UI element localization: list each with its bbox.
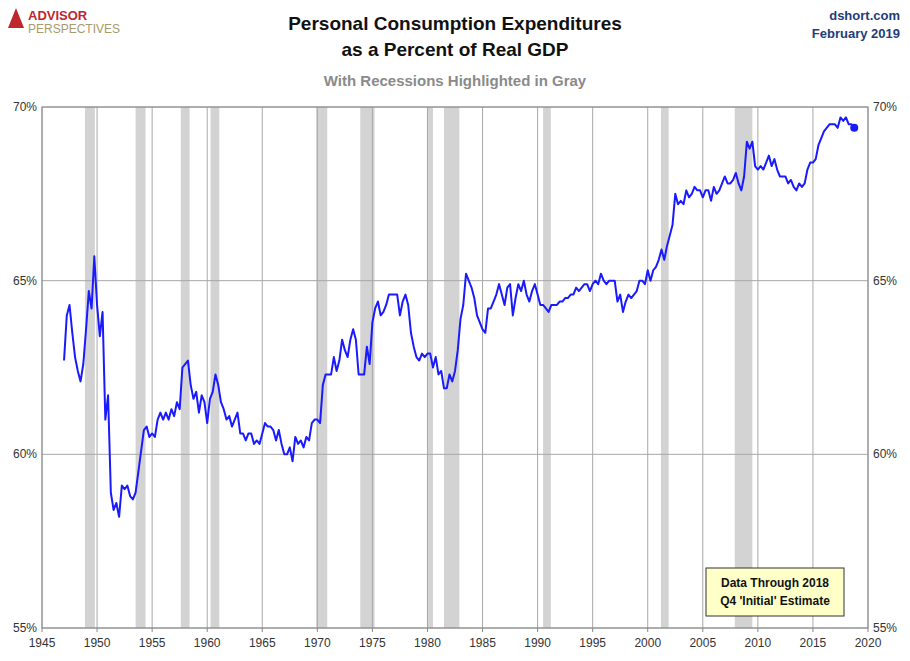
tick (812, 628, 813, 632)
grid-line (702, 107, 703, 628)
x-tick-label: 2010 (745, 636, 772, 650)
recession (661, 107, 669, 628)
y-tick-label: 60% (13, 447, 37, 461)
x-tick-label: 1970 (304, 636, 331, 650)
y-tick-label: 65% (13, 274, 37, 288)
plot-frame (42, 107, 868, 628)
title: as a Percent of Real GDP (341, 39, 568, 60)
x-tick-label: 1945 (29, 636, 56, 650)
subtitle: With Recessions Highlighted in Gray (324, 72, 587, 89)
note: Data Through 2018 (721, 576, 829, 590)
tick (372, 628, 373, 632)
grid-line (42, 280, 868, 281)
x-tick-label: 1980 (414, 636, 441, 650)
tick (152, 628, 153, 632)
grid (42, 107, 868, 628)
x-tick-label: 1950 (84, 636, 111, 650)
tick (537, 628, 538, 632)
grid-line (42, 454, 868, 455)
note: Q4 'Initial' Estimate (720, 594, 830, 608)
tick (702, 628, 703, 632)
y-tick-label: 55% (13, 621, 37, 635)
grid-line (97, 107, 98, 628)
logo-text: PERSPECTIVES (28, 22, 120, 36)
y-tick-label-right: 65% (873, 274, 897, 288)
series (64, 117, 858, 516)
y-tick-label: 70% (13, 100, 37, 114)
chart: ADVISORPERSPECTIVES Personal Consumption … (0, 0, 910, 661)
recession (444, 107, 459, 628)
recession (360, 107, 374, 628)
recession (316, 107, 327, 628)
x-tick-label: 1955 (139, 636, 166, 650)
tick (482, 628, 483, 632)
tick (647, 628, 648, 632)
grid-line (812, 107, 813, 628)
x-tick-label: 1960 (194, 636, 221, 650)
grid-line (647, 107, 648, 628)
logo-icon (8, 8, 24, 28)
x-tick-label: 1975 (359, 636, 386, 650)
grid-line (152, 107, 153, 628)
recession (211, 107, 220, 628)
x-tick-label: 2015 (800, 636, 827, 650)
recession (136, 107, 146, 628)
recession (85, 107, 95, 628)
grid-line (372, 107, 373, 628)
grid-line (482, 107, 483, 628)
grid-line (207, 107, 208, 628)
date: February 2019 (812, 26, 900, 41)
grid-line (757, 107, 758, 628)
tick (262, 628, 263, 632)
background (0, 0, 910, 661)
source: dshort.com (829, 8, 900, 23)
x-tick-label: 2005 (689, 636, 716, 650)
y-tick-label-right: 70% (873, 100, 897, 114)
tick (97, 628, 98, 632)
recession (543, 107, 551, 628)
tick (317, 628, 318, 632)
grid-line (592, 107, 593, 628)
grid-line (537, 107, 538, 628)
recession (735, 107, 753, 628)
title: Personal Consumption Expenditures (288, 13, 622, 34)
tick (868, 628, 869, 632)
grid-line (317, 107, 318, 628)
end-point (850, 124, 858, 132)
tick (427, 628, 428, 632)
tick (207, 628, 208, 632)
x-tick-label: 1995 (579, 636, 606, 650)
plot-data (85, 107, 752, 628)
grid-line (427, 107, 428, 628)
x-tick-label: 2000 (634, 636, 661, 650)
grid-line (262, 107, 263, 628)
x-tick-label: 2020 (855, 636, 882, 650)
y-tick-label-right: 55% (873, 621, 897, 635)
x-tick-label: 1965 (249, 636, 276, 650)
logo-text: ADVISOR (28, 8, 88, 23)
tick (757, 628, 758, 632)
y-tick-label-right: 60% (873, 447, 897, 461)
line (64, 117, 854, 516)
tick (592, 628, 593, 632)
tick (42, 628, 43, 632)
x-tick-label: 1985 (469, 636, 496, 650)
x-tick-label: 1990 (524, 636, 551, 650)
note-box (706, 568, 844, 616)
